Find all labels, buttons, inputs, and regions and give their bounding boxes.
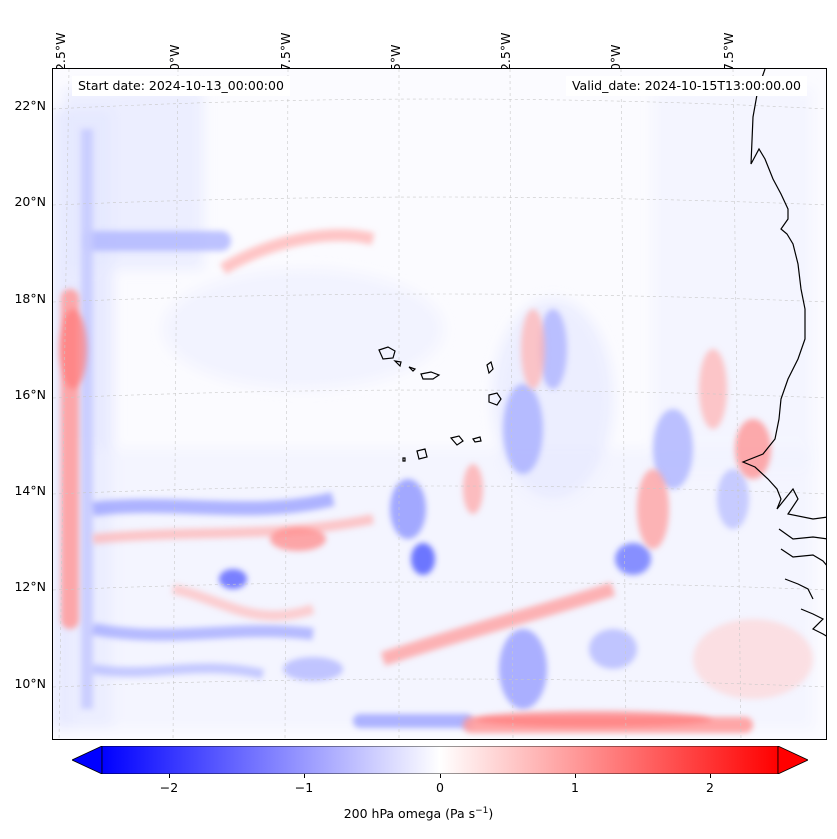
- colorbar-label-text: 200 hPa omega (Pa s: [343, 806, 476, 822]
- colorbar: [71, 745, 809, 775]
- colorbar-tick-label: −2: [159, 780, 179, 795]
- colorbar-tickmark: [304, 774, 305, 778]
- lat-label-14n: 14°N: [14, 483, 46, 498]
- colorbar-label-exponent: −1: [475, 806, 489, 816]
- omega-positive-features: [59, 229, 813, 733]
- omega-field-plot: [53, 69, 826, 739]
- colorbar-label: 200 hPa omega (Pa s−1): [0, 806, 837, 821]
- colorbar-tick-label: −1: [294, 780, 314, 795]
- coastline: [741, 69, 826, 637]
- colorbar-tickmark: [575, 774, 576, 778]
- colorbar-tick-label: 1: [571, 780, 579, 795]
- start-date-label: Start date: 2024-10-13_00:00:00: [72, 76, 290, 96]
- colorbar-tickmark: [710, 774, 711, 778]
- lat-label-22n: 22°N: [14, 98, 46, 113]
- colorbar-gradient: [101, 745, 779, 775]
- colorbar-extend-high: [777, 745, 809, 775]
- colorbar-tickmark: [440, 774, 441, 778]
- valid-date-label: Valid_date: 2024-10-15T13:00:00.00: [565, 76, 807, 96]
- colorbar-svg: [71, 745, 809, 775]
- lat-label-12n: 12°N: [14, 579, 46, 594]
- colorbar-label-close: ): [488, 806, 494, 822]
- colorbar-tick-label: 2: [706, 780, 714, 795]
- lat-label-10n: 10°N: [14, 676, 46, 691]
- colorbar-extend-low: [71, 745, 103, 775]
- lat-label-18n: 18°N: [14, 291, 46, 306]
- omega-map: [52, 68, 827, 740]
- lat-label-16n: 16°N: [14, 387, 46, 402]
- gridlines: [53, 69, 826, 739]
- cape-verde-islands: [378, 346, 502, 462]
- lat-label-20n: 20°N: [14, 194, 46, 209]
- colorbar-tickmark: [169, 774, 170, 778]
- colorbar-tick-label: 0: [436, 780, 444, 795]
